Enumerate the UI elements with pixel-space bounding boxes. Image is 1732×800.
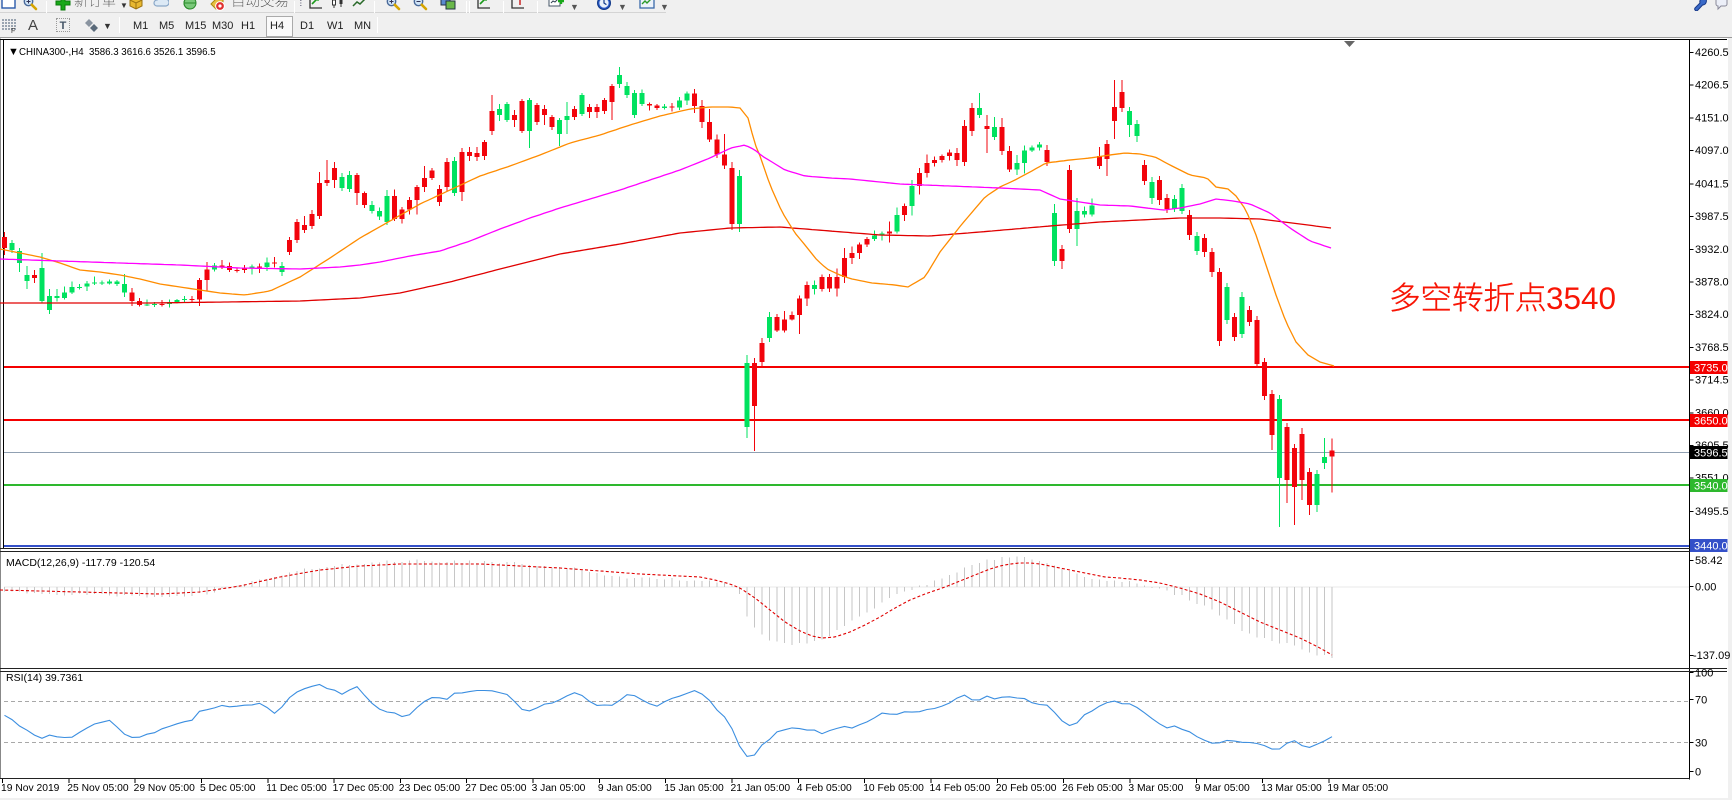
svg-text:3987.5: 3987.5 [1695, 211, 1729, 223]
svg-text:14 Feb 05:00: 14 Feb 05:00 [930, 783, 991, 794]
svg-text:15 Jan 05:00: 15 Jan 05:00 [664, 783, 724, 794]
svg-text:13 Mar 05:00: 13 Mar 05:00 [1261, 783, 1322, 794]
svg-text:4097.0: 4097.0 [1695, 145, 1729, 157]
svg-text:26 Feb 05:00: 26 Feb 05:00 [1062, 783, 1123, 794]
svg-text:0: 0 [1695, 767, 1701, 779]
svg-text:9 Jan 05:00: 9 Jan 05:00 [598, 783, 652, 794]
svg-text:3495.5: 3495.5 [1695, 506, 1729, 518]
svg-text:3596.5: 3596.5 [1694, 448, 1728, 460]
svg-text:3 Mar 05:00: 3 Mar 05:00 [1128, 783, 1183, 794]
svg-text:100: 100 [1695, 668, 1713, 680]
svg-text:70: 70 [1695, 695, 1707, 707]
svg-text:4041.5: 4041.5 [1695, 178, 1729, 190]
svg-text:▼: ▼ [8, 46, 19, 58]
svg-text:-137.09: -137.09 [1693, 650, 1730, 662]
svg-text:3 Jan 05:00: 3 Jan 05:00 [532, 783, 586, 794]
svg-text:58.42: 58.42 [1695, 555, 1723, 567]
svg-text:3932.0: 3932.0 [1695, 244, 1729, 256]
svg-text:3878.0: 3878.0 [1695, 277, 1729, 289]
svg-text:20 Feb 05:00: 20 Feb 05:00 [996, 783, 1057, 794]
svg-text:F: F [11, 28, 15, 33]
svg-text:4 Feb 05:00: 4 Feb 05:00 [797, 783, 852, 794]
svg-text:21 Jan 05:00: 21 Jan 05:00 [731, 783, 791, 794]
svg-text:29 Nov 05:00: 29 Nov 05:00 [134, 783, 196, 794]
svg-text:3440.0: 3440.0 [1694, 541, 1728, 553]
svg-text:3824.0: 3824.0 [1695, 309, 1729, 321]
svg-text:3650.0: 3650.0 [1694, 416, 1728, 428]
svg-text:5 Dec 05:00: 5 Dec 05:00 [200, 783, 256, 794]
svg-text:9 Mar 05:00: 9 Mar 05:00 [1195, 783, 1250, 794]
svg-text:11 Dec 05:00: 11 Dec 05:00 [266, 783, 327, 794]
svg-text:19 Nov 2019: 19 Nov 2019 [1, 783, 60, 794]
svg-text:10 Feb 05:00: 10 Feb 05:00 [863, 783, 924, 794]
svg-text:17 Dec 05:00: 17 Dec 05:00 [333, 783, 395, 794]
svg-text:4206.5: 4206.5 [1695, 79, 1729, 91]
svg-text:3714.5: 3714.5 [1695, 375, 1729, 387]
svg-text:19 Mar 05:00: 19 Mar 05:00 [1327, 783, 1388, 794]
svg-text:27 Dec 05:00: 27 Dec 05:00 [465, 783, 527, 794]
svg-text:3735.0: 3735.0 [1694, 363, 1728, 375]
svg-text:3540: 3540 [1546, 280, 1616, 316]
svg-text:3768.5: 3768.5 [1695, 342, 1729, 354]
svg-text:23 Dec 05:00: 23 Dec 05:00 [399, 783, 461, 794]
svg-text:4151.0: 4151.0 [1695, 113, 1729, 125]
svg-text:0.00: 0.00 [1695, 582, 1716, 594]
svg-text:RSI(14) 39.7361: RSI(14) 39.7361 [6, 672, 83, 684]
svg-text:30: 30 [1695, 738, 1707, 750]
svg-text:MACD(12,26,9) -117.79 -120.54: MACD(12,26,9) -117.79 -120.54 [6, 557, 155, 569]
svg-text:25 Nov 05:00: 25 Nov 05:00 [67, 783, 129, 794]
svg-text:4260.5: 4260.5 [1695, 47, 1729, 59]
svg-text:CHINA300-,H4 3586.3 3616.6 35: CHINA300-,H4 3586.3 3616.6 3526.1 3596.5 [19, 47, 216, 58]
svg-text:3540.0: 3540.0 [1694, 481, 1728, 493]
